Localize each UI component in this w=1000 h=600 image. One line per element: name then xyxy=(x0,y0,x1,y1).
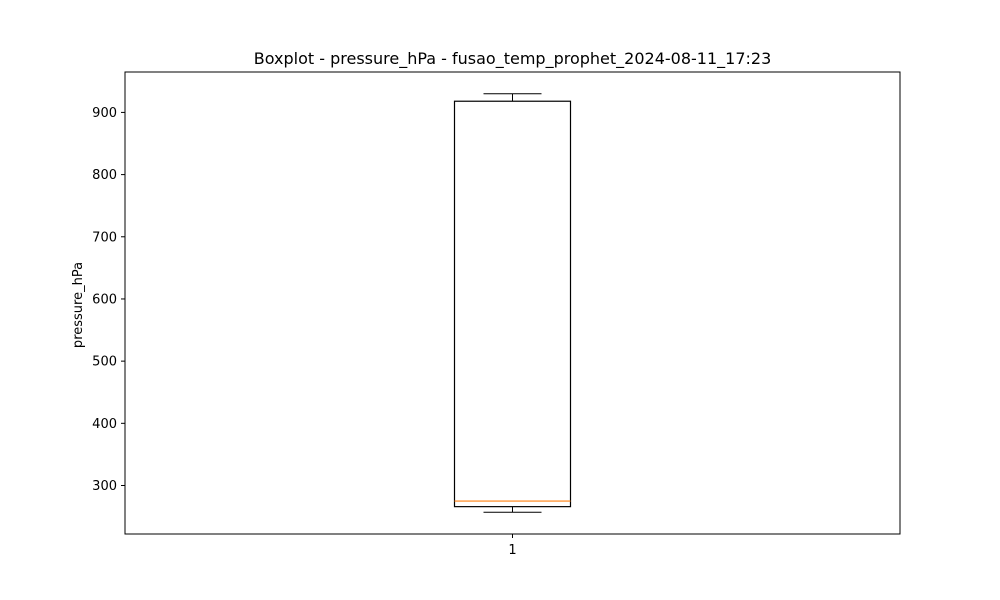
y-tick-label: 600 xyxy=(92,292,117,307)
y-tick-label: 300 xyxy=(92,479,117,494)
x-tick-label: 1 xyxy=(508,543,516,558)
iqr-box xyxy=(453,100,572,508)
y-axis-label: pressure_hPa xyxy=(71,262,86,348)
chart-title: Boxplot - pressure_hPa - fusao_temp_prop… xyxy=(254,49,772,69)
x-axis-ticks: 1 xyxy=(508,534,517,558)
plot-frame xyxy=(124,71,901,535)
y-tick-label: 800 xyxy=(92,168,117,183)
box-group xyxy=(453,93,572,513)
y-tick-label: 400 xyxy=(92,417,117,432)
y-tick-label: 500 xyxy=(92,355,117,370)
y-tick-label: 700 xyxy=(92,230,117,245)
y-axis-ticks: 300 400 500 600 700 800 900 xyxy=(92,106,125,494)
y-tick-label: 900 xyxy=(92,106,117,121)
